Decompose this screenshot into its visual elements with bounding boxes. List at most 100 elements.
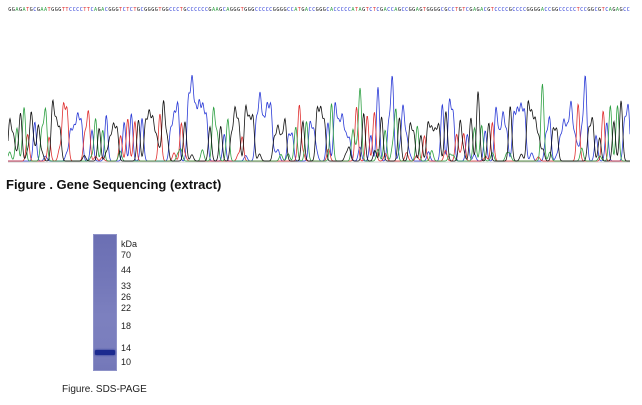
- base-letter: C: [569, 7, 572, 12]
- base-letter: G: [487, 7, 490, 12]
- base-letter: C: [505, 7, 508, 12]
- base-letter: C: [391, 7, 394, 12]
- base-letter: G: [237, 7, 240, 12]
- base-letter: G: [276, 7, 279, 12]
- base-letter: C: [512, 7, 515, 12]
- base-letter: G: [51, 7, 54, 12]
- trace-A: [8, 83, 630, 162]
- base-letter: A: [23, 7, 27, 12]
- base-letter: C: [580, 7, 583, 12]
- base-letter: T: [180, 7, 183, 12]
- base-letter: C: [562, 7, 565, 12]
- base-letter: C: [187, 7, 190, 12]
- base-letter: T: [158, 7, 161, 12]
- base-letter: T: [355, 7, 358, 12]
- base-letter: T: [462, 7, 465, 12]
- base-letter: G: [316, 7, 319, 12]
- base-letter: G: [555, 7, 558, 12]
- base-letter: C: [523, 7, 526, 12]
- base-letter: C: [169, 7, 172, 12]
- base-letter: C: [223, 7, 226, 12]
- base-letter: C: [269, 7, 272, 12]
- base-letter: G: [598, 7, 601, 12]
- base-letter: G: [98, 7, 101, 12]
- base-letter: G: [30, 7, 33, 12]
- base-letter: A: [40, 7, 44, 12]
- base-letter: A: [616, 7, 620, 12]
- base-letter: G: [208, 7, 211, 12]
- base-letter: G: [280, 7, 283, 12]
- base-letter: G: [58, 7, 61, 12]
- base-letter: C: [451, 7, 454, 12]
- base-letter: G: [612, 7, 615, 12]
- base-letter: G: [534, 7, 537, 12]
- base-letter: G: [587, 7, 590, 12]
- base-letter: C: [502, 7, 505, 12]
- marker-label: 44: [121, 265, 132, 275]
- base-letter: G: [509, 7, 512, 12]
- base-letter: C: [484, 7, 487, 12]
- base-letter: G: [137, 7, 140, 12]
- base-letter: A: [609, 7, 613, 12]
- base-letter: C: [494, 7, 497, 12]
- base-letter: C: [80, 7, 83, 12]
- base-letter: A: [44, 7, 48, 12]
- base-letter: C: [566, 7, 569, 12]
- base-letter: C: [519, 7, 522, 12]
- base-letter: G: [430, 7, 433, 12]
- base-letter: C: [191, 7, 194, 12]
- base-letter: C: [623, 7, 626, 12]
- base-letter: C: [466, 7, 469, 12]
- base-letter: C: [376, 7, 379, 12]
- base-letter: G: [527, 7, 530, 12]
- base-letter: C: [559, 7, 562, 12]
- base-letter: G: [412, 7, 415, 12]
- base-letter: G: [12, 7, 15, 12]
- base-letter: G: [37, 7, 40, 12]
- base-letter: C: [291, 7, 294, 12]
- base-letter: T: [241, 7, 244, 12]
- base-letter: T: [423, 7, 426, 12]
- base-letter: C: [90, 7, 93, 12]
- base-letter: C: [573, 7, 576, 12]
- base-letter: T: [298, 7, 301, 12]
- base-letter: G: [115, 7, 118, 12]
- base-letter: A: [351, 7, 355, 12]
- marker-label: 14: [121, 343, 132, 353]
- marker-label: 22: [121, 303, 132, 313]
- base-letter: T: [62, 7, 65, 12]
- base-letter: C: [448, 7, 451, 12]
- base-letter: G: [155, 7, 158, 12]
- base-letter: A: [212, 7, 216, 12]
- base-letter: A: [394, 7, 398, 12]
- base-letter: A: [15, 7, 19, 12]
- base-letter: G: [162, 7, 165, 12]
- base-letter: G: [444, 7, 447, 12]
- base-letter: G: [591, 7, 594, 12]
- trace-G: [8, 91, 630, 162]
- base-letter: G: [323, 7, 326, 12]
- base-letter: C: [201, 7, 204, 12]
- base-letter: G: [552, 7, 555, 12]
- base-letter: G: [477, 7, 480, 12]
- base-letter: A: [480, 7, 484, 12]
- base-letter: C: [194, 7, 197, 12]
- base-letter: C: [441, 7, 444, 12]
- base-letter: C: [344, 7, 347, 12]
- base-letter: G: [419, 7, 422, 12]
- base-letter: C: [387, 7, 390, 12]
- base-letter: C: [123, 7, 126, 12]
- base-letter: C: [594, 7, 597, 12]
- base-letter: A: [541, 7, 545, 12]
- base-letter: G: [437, 7, 440, 12]
- base-letter: C: [198, 7, 201, 12]
- base-letter: C: [405, 7, 408, 12]
- base-letter: C: [73, 7, 76, 12]
- base-letter: G: [459, 7, 462, 12]
- base-letter: T: [133, 7, 136, 12]
- base-letter: A: [359, 7, 363, 12]
- base-letter: A: [416, 7, 420, 12]
- base-letter: C: [173, 7, 176, 12]
- base-letter: T: [119, 7, 122, 12]
